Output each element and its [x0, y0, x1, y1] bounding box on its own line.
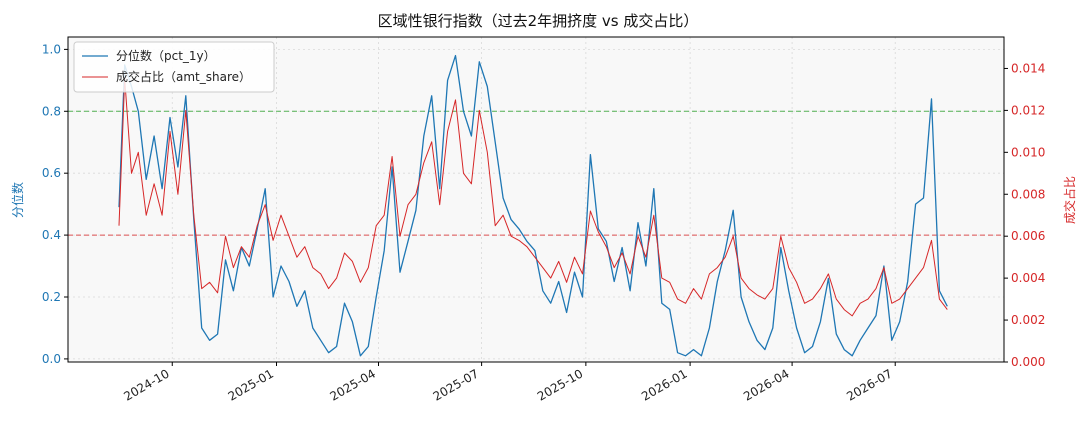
reference-lines: [68, 110, 1004, 236]
legend-label-pct: 分位数（pct_1y）: [116, 48, 216, 63]
legend-box: [73, 41, 275, 93]
y-left-axis-ticks: 0.0 0.2 0.4 0.6 0.8 1.0: [42, 42, 68, 366]
y-left-tick-label-1: 0.2: [42, 290, 61, 304]
y-right-tick-label-1: 0.002: [1011, 313, 1045, 327]
x-tick-label-4: 2025-10: [535, 366, 585, 403]
y-left-tick-label-0: 0.0: [42, 352, 61, 366]
y-right-tick-label-7: 0.014: [1011, 61, 1045, 75]
y-left-tick-label-4: 0.8: [42, 104, 61, 118]
y-right-tick-label-6: 0.012: [1011, 103, 1045, 117]
chart-title: 区域性银行指数（过去2年拥挤度 vs 成交占比）: [378, 12, 699, 30]
y-right-tick-label-5: 0.010: [1011, 145, 1045, 159]
y-right-axis-ticks: 0.000 0.002 0.004 0.006 0.008 0.010 0.012 0.014: [1004, 61, 1045, 369]
y-right-tick-label-4: 0.008: [1011, 187, 1045, 201]
series-layer: [118, 54, 948, 357]
y-left-tick-label-3: 0.6: [42, 166, 61, 180]
y-right-tick-label-0: 0.000: [1011, 355, 1045, 369]
series-line-0: [118, 54, 948, 357]
x-tick-label-6: 2026-04: [741, 366, 791, 403]
x-axis-ticks: 2024-10 2025-01 2025-04 2025-07 2025-10 2026-…: [121, 362, 896, 404]
y-left-tick-label-2: 0.4: [42, 228, 61, 242]
legend: 分位数（pct_1y） 成交占比（amt_share）: [73, 41, 275, 93]
y-left-tick-label-5: 1.0: [42, 42, 61, 56]
series-line-1: [118, 78, 948, 317]
plot-frame: [67, 36, 1005, 363]
x-tick-label-7: 2026-07: [844, 366, 894, 403]
y-right-axis-label: 成交占比: [1062, 176, 1077, 224]
y-right-tick-label-3: 0.006: [1011, 229, 1045, 243]
x-tick-label-2: 2025-04: [328, 366, 378, 403]
x-tick-label-5: 2026-01: [639, 366, 689, 403]
y-right-tick-label-2: 0.004: [1011, 271, 1045, 285]
legend-label-amt: 成交占比（amt_share）: [116, 69, 251, 84]
x-tick-label-0: 2024-10: [121, 366, 171, 403]
x-tick-label-3: 2025-07: [431, 366, 481, 403]
x-tick-label-1: 2025-01: [226, 366, 276, 403]
y-left-axis-label: 分位数: [10, 182, 25, 218]
